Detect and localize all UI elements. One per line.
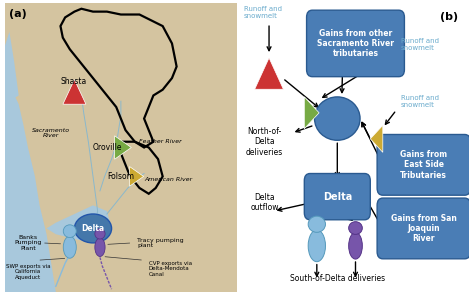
Text: American River: American River xyxy=(144,177,192,182)
Text: Gains from San
Joaquin
River: Gains from San Joaquin River xyxy=(391,214,456,243)
Text: Sacramento
River: Sacramento River xyxy=(32,128,70,138)
Ellipse shape xyxy=(74,214,111,243)
Polygon shape xyxy=(5,90,56,292)
Text: Delta: Delta xyxy=(82,224,105,233)
Text: Gains from
East Side
Tributaries: Gains from East Side Tributaries xyxy=(400,150,447,180)
Ellipse shape xyxy=(349,222,362,235)
Polygon shape xyxy=(255,58,283,89)
Ellipse shape xyxy=(63,225,76,237)
Polygon shape xyxy=(5,32,18,104)
Polygon shape xyxy=(63,80,86,104)
Ellipse shape xyxy=(95,229,105,239)
Text: Runoff and
snowmelt: Runoff and snowmelt xyxy=(401,96,439,109)
Polygon shape xyxy=(370,125,383,152)
Ellipse shape xyxy=(349,232,362,259)
Polygon shape xyxy=(46,205,111,243)
Polygon shape xyxy=(129,166,144,186)
Text: Runoff and
snowmelt: Runoff and snowmelt xyxy=(401,38,439,51)
Text: Gains from other
Sacramento River
tributaries: Gains from other Sacramento River tribut… xyxy=(317,29,394,58)
Ellipse shape xyxy=(95,238,105,256)
FancyBboxPatch shape xyxy=(377,135,470,195)
Text: Delta
outflow: Delta outflow xyxy=(250,193,279,212)
Text: (b): (b) xyxy=(440,12,458,22)
Text: Banks
Pumping
Plant: Banks Pumping Plant xyxy=(14,235,42,251)
FancyBboxPatch shape xyxy=(307,10,404,77)
Ellipse shape xyxy=(308,216,326,232)
Text: North-of-
Delta
deliveries: North-of- Delta deliveries xyxy=(246,127,283,157)
Text: SWP exports via
California
Aqueduct: SWP exports via California Aqueduct xyxy=(6,263,50,280)
FancyBboxPatch shape xyxy=(304,173,370,220)
Text: Delta: Delta xyxy=(323,192,352,202)
Text: CVP exports via
Delta-Mendota
Canal: CVP exports via Delta-Mendota Canal xyxy=(149,260,192,277)
Text: South-of-Delta deliveries: South-of-Delta deliveries xyxy=(290,274,385,283)
Text: Feather River: Feather River xyxy=(139,139,182,144)
Text: Oroville: Oroville xyxy=(93,143,122,152)
Text: (a): (a) xyxy=(9,9,27,19)
Text: Tracy pumping
plant: Tracy pumping plant xyxy=(137,237,184,248)
Text: Runoff and
snowmelt: Runoff and snowmelt xyxy=(244,6,282,19)
Text: Folsom: Folsom xyxy=(107,172,134,181)
Text: Shasta: Shasta xyxy=(61,76,87,86)
Ellipse shape xyxy=(315,97,360,140)
FancyBboxPatch shape xyxy=(377,198,470,259)
Ellipse shape xyxy=(63,236,76,258)
Ellipse shape xyxy=(308,230,326,262)
Polygon shape xyxy=(115,136,131,159)
Polygon shape xyxy=(304,97,319,129)
